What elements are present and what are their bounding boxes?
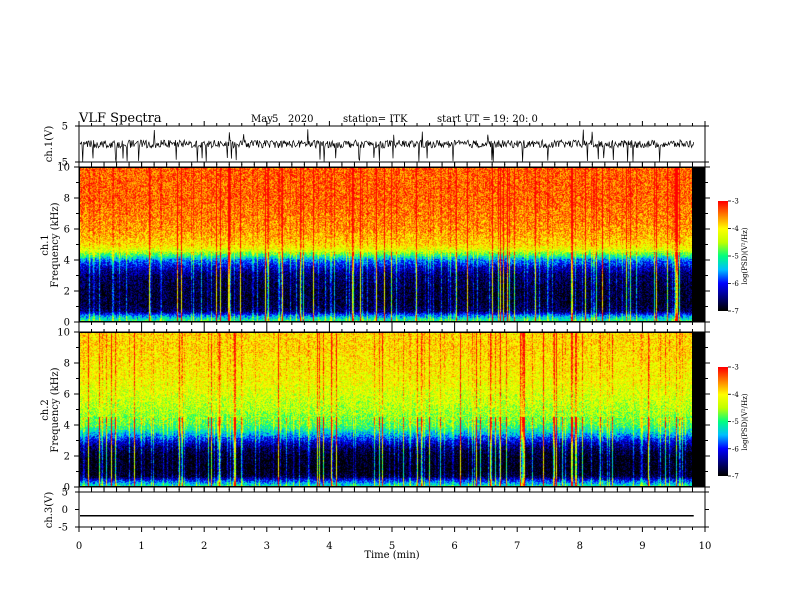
ch3-waveform-y-tick-label: 0 [62, 505, 68, 516]
ch1-spectrogram-y-tick-label: 10 [57, 163, 70, 174]
ch1-colorbar-tick-label: -5 [732, 253, 739, 261]
ch3-waveform-y-tick-label: -5 [58, 523, 68, 534]
ch1-spectrogram-y-tick-label: 4 [64, 256, 70, 267]
ch1-spectrogram-ylabel-line2: Frequency (kHz) [50, 202, 61, 287]
ch1-spectrogram-image [80, 168, 692, 321]
ch1-spectrogram-ylabel-line1: ch.1 [40, 234, 51, 256]
ch1-spectrogram-y-tick-label: 2 [64, 287, 70, 298]
ch2-colorbar-tick-label: -4 [732, 391, 739, 399]
header-date-day: 5 [272, 114, 278, 125]
ch3-waveform-ylabel: ch.3(V) [44, 492, 55, 529]
x-tick-label: 3 [264, 541, 270, 552]
axis-ticks-group: 0 1 2 3 4 5 6 7 8 9 105-550-502468100246810-3-4-5-… [57, 121, 739, 552]
ch2-spectrogram-y-tick-label: 4 [64, 421, 70, 432]
header-station: station= ITK [343, 114, 408, 125]
ch2-spectrogram-y-tick-label: 10 [57, 328, 70, 339]
ch1-colorbar [718, 201, 728, 311]
x-tick-label: 8 [577, 541, 583, 552]
x-tick-label: 2 [201, 541, 207, 552]
ch2-spectrogram-y-tick-label: 0 [64, 483, 70, 494]
ch3-waveform-frame [78, 491, 706, 528]
x-tick-label: 6 [451, 541, 457, 552]
ch1-waveform-ylabel: ch.1(V) [44, 126, 55, 163]
ch2-spectrogram-y-tick-label: 6 [64, 390, 70, 401]
ch1-colorbar-tick-label: -7 [732, 308, 739, 316]
ch2-spectrogram-y-tick-label: 8 [64, 359, 70, 370]
header-date-year: 2020 [288, 114, 313, 125]
ch2-colorbar-label: log(PSD)(V²/Hz) [741, 393, 749, 450]
figure-title: VLF Spectra [78, 111, 162, 126]
ch2-spectrogram-y-tick-label: 2 [64, 452, 70, 463]
x-tick-label: 5 [389, 541, 395, 552]
x-tick-label: 0 [76, 541, 82, 552]
ch1-colorbar-label: log(PSD)(V²/Hz) [741, 227, 749, 284]
header-start-prefix: start UT = [437, 114, 491, 125]
ch2-spectrogram-image [80, 333, 692, 486]
header-date-month: May [251, 114, 273, 125]
ch2-colorbar-tick-label: -3 [732, 364, 739, 372]
ch1-spectrogram-y-tick-label: 8 [64, 194, 70, 205]
x-tick-label: 4 [326, 541, 332, 552]
ch2-colorbar [718, 367, 728, 476]
ch1-spectrogram-y-tick-label: 6 [64, 225, 70, 236]
ch2-colorbar-tick-label: -6 [732, 445, 739, 453]
ch1-colorbar-tick-label: -6 [732, 280, 739, 288]
x-tick-label: 1 [138, 541, 144, 552]
header-start-time: 19: 20: 0 [493, 114, 538, 125]
ch2-spectrogram-ylabel-line2: Frequency (kHz) [50, 367, 61, 452]
x-tick-label: 10 [699, 541, 712, 552]
x-tick-label: 9 [639, 541, 645, 552]
ch1-waveform-y-tick-label: -5 [58, 158, 68, 169]
ch1-colorbar-tick-label: -4 [732, 225, 739, 233]
ch1-waveform-trace [79, 129, 695, 162]
x-axis-label: Time (min) [364, 550, 419, 561]
ch2-colorbar-tick-label: -7 [732, 473, 739, 481]
ch1-colorbar-tick-label: -3 [732, 198, 739, 206]
ch1-waveform-y-tick-label: 5 [62, 122, 68, 133]
ch1-waveform-frame [78, 125, 706, 163]
ch2-spectrogram-ylabel-line1: ch.2 [40, 399, 51, 421]
ch1-spectrogram-y-tick-label: 0 [64, 318, 70, 329]
ch2-colorbar-tick-label: -5 [732, 418, 739, 426]
x-tick-label: 7 [514, 541, 520, 552]
ch3-waveform-y-tick-label: 5 [62, 488, 68, 499]
